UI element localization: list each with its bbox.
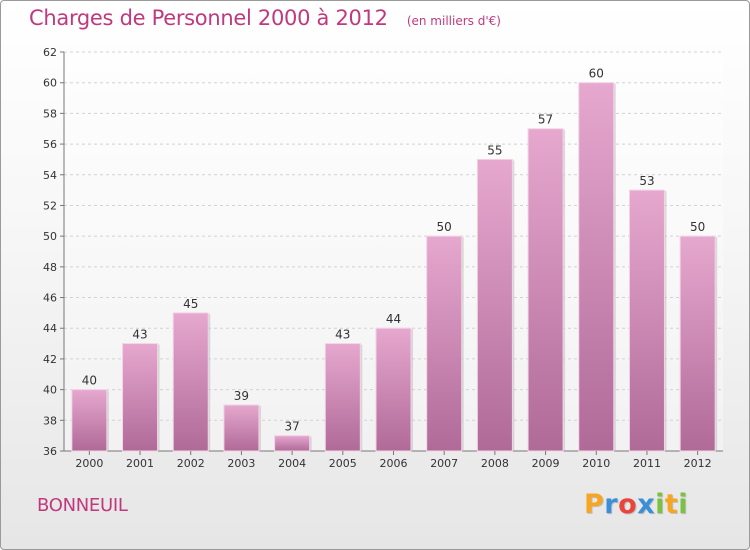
bar [71,389,108,452]
y-tick-label: 56 [43,138,57,151]
logo-letter: o [618,489,638,520]
bar-value-label: 43 [335,328,350,342]
x-tick-label: 2010 [582,457,610,470]
bar-value-label: 50 [690,220,705,234]
bar-value-label: 39 [234,389,249,403]
y-tick-label: 52 [43,199,57,212]
bar-value-label: 44 [386,312,401,326]
bar-value-label: 40 [82,374,97,388]
bar [628,189,665,452]
y-tick-label: 60 [43,77,57,90]
city-label: BONNEUIL [37,495,128,516]
bar-value-label: 37 [284,420,299,434]
x-tick-label: 2000 [75,457,103,470]
x-tick-label: 2004 [278,457,306,470]
bar-value-label: 45 [183,297,198,311]
proxiti-logo: Proxiti [584,489,688,520]
bar [476,158,513,452]
bar [223,404,260,452]
y-tick-label: 42 [43,353,57,366]
bar-value-label: 50 [437,220,452,234]
x-tick-label: 2003 [227,457,255,470]
bar-value-label: 60 [589,67,604,81]
y-tick-label: 62 [43,46,57,59]
bar [172,312,209,452]
x-tick-label: 2006 [380,457,408,470]
y-tick-label: 40 [43,384,57,397]
x-tick-label: 2002 [177,457,205,470]
title-row: Charges de Personnel 2000 à 2012 (en mil… [29,6,501,30]
logo-letter: P [584,489,605,520]
bar [324,343,361,452]
y-tick-label: 48 [43,261,57,274]
bar [527,128,564,452]
logo-letter: r [604,489,619,520]
bar [274,435,311,452]
bar [578,82,615,452]
chart-title: Charges de Personnel 2000 à 2012 [29,6,388,30]
y-tick-label: 54 [43,169,57,182]
y-tick-label: 46 [43,292,57,305]
bar [375,327,412,452]
x-tick-label: 2008 [481,457,509,470]
y-tick-label: 50 [43,230,57,243]
x-tick-label: 2012 [684,457,712,470]
chart-subtitle: (en milliers d'€) [406,14,501,28]
logo-letter: t [664,489,679,520]
bar [679,235,716,452]
bar-value-label: 53 [639,174,654,188]
y-tick-label: 38 [43,414,57,427]
y-tick-label: 58 [43,107,57,120]
bar-value-label: 55 [487,143,502,157]
x-tick-label: 2005 [329,457,357,470]
logo-letter: x [637,489,656,520]
x-tick-label: 2007 [430,457,458,470]
logo-letter: i [655,489,665,520]
x-tick-label: 2009 [532,457,560,470]
logo-letter: i [678,489,689,520]
x-tick-label: 2001 [126,457,154,470]
bar-value-label: 43 [132,328,147,342]
x-tick-label: 2011 [633,457,661,470]
bar-value-label: 57 [538,113,553,127]
bar [122,343,159,452]
y-tick-label: 36 [43,445,57,458]
y-tick-label: 44 [43,322,57,335]
bar [426,235,463,452]
